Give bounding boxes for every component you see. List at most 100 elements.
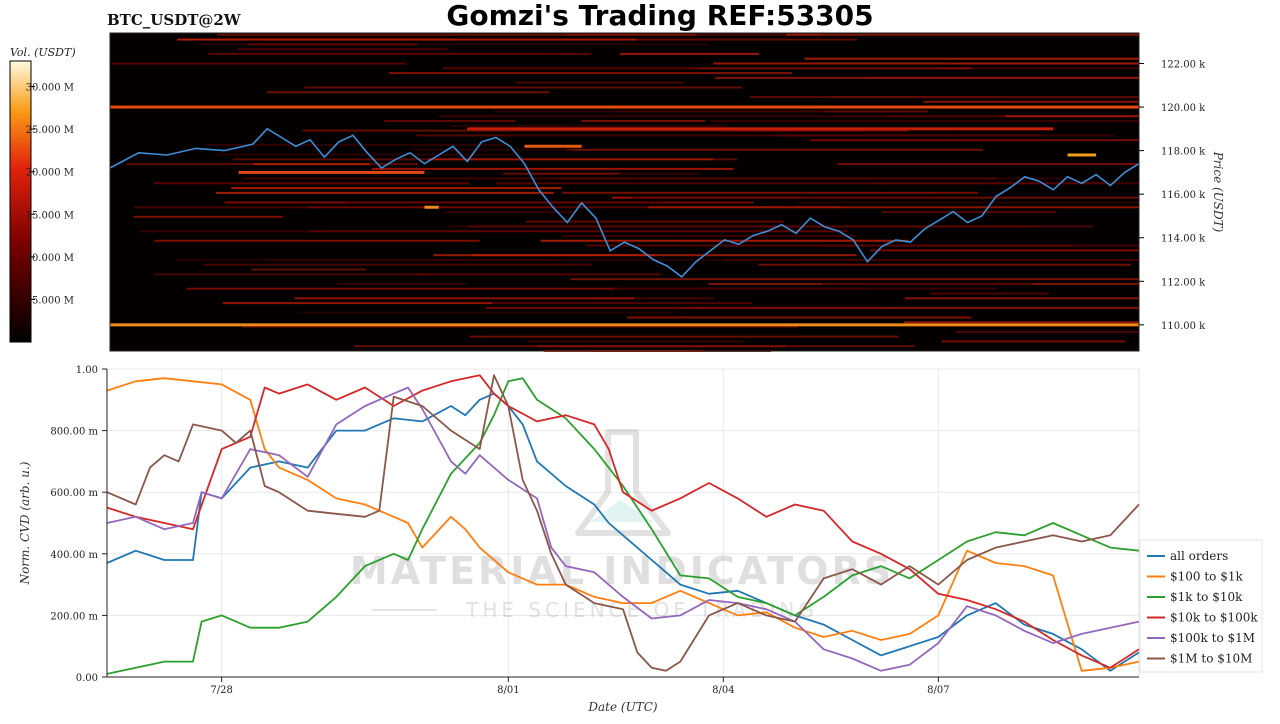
colorbar-tick-label: 25.000 M [26,125,74,136]
liquidity-band [869,249,1139,252]
liquidity-band [871,182,1139,185]
liquidity-band [469,335,899,338]
cvd-y-axis-label: Norm. CVD (arb. u.) [18,461,32,585]
liquidity-band [941,340,1126,343]
legend-label: $10k to $100k [1170,611,1258,625]
liquidity-wall [467,127,1054,131]
cvd-x-axis-label: Date (UTC) [587,700,657,714]
colorbar: Vol. (USDT) 30.000 M 25.000 M 20.000 M 15.0… [9,46,76,343]
liquidity-band [648,206,1139,209]
liquidity-band [632,196,938,199]
liquidity-band [562,234,857,237]
liquidity-wall [238,170,425,174]
order-book-heatmap: 122.00 k 120.00 k 118.00 k 116.00 k 114.00 k… [109,32,1225,352]
liquidity-band [438,115,1006,118]
liquidity-band [486,302,752,305]
liquidity-band [904,297,1139,300]
liquidity-band [822,282,1033,285]
liquidity-band [955,330,1139,333]
liquidity-band [674,239,878,242]
liquidity-band [140,230,477,233]
liquidity-band [503,172,620,175]
price-line [109,127,1140,278]
price-tick-label: 114.00 k [1161,234,1206,245]
liquidity-band [627,316,972,319]
liquidity-band [414,273,661,276]
liquidity-band [923,100,1139,103]
heatmap-y-axis-label: Price (USDT) [1211,151,1225,233]
watermark-brand: MATERIAL INDICATORS [350,549,894,593]
colorbar-tick-label: 10.000 M [26,253,74,264]
liquidity-band [450,124,728,127]
legend: all orders $100 to $1k $1k to $10k $10k to … [1139,539,1263,673]
x-tick-label: 8/07 [927,685,949,696]
liquidity-band [389,72,793,75]
liquidity-band [713,62,1139,65]
liquidity-band [886,115,1139,118]
liquidity-band [237,48,448,51]
liquidity-band [798,201,1139,204]
liquidity-band [734,129,908,132]
price-tick-label: 120.00 k [1161,103,1206,114]
liquidity-band [471,254,655,257]
symbol-label: BTC_USDT@2W [107,11,242,29]
watermark: MATERIAL INDICATORS THE SCIENCE OF TRADI… [350,429,894,622]
cvd-plot-area [106,368,1140,678]
price-tick-label: 110.00 k [1161,321,1206,332]
liquidity-band [269,258,558,261]
series-line-5 [106,374,1140,672]
liquidity-band [217,33,696,36]
series-line-4 [106,386,1140,672]
liquidity-band [527,340,743,343]
liquidity-band [371,167,734,170]
liquidity-wall [424,205,439,209]
legend-box [1139,539,1263,673]
liquidity-band [570,278,1139,281]
liquidity-band [940,67,1139,70]
x-tick-label: 7/28 [210,685,232,696]
liquidity-band [199,43,708,46]
y-tick-label: 1.00 [76,365,98,376]
liquidity-band [881,211,1057,214]
liquidity-band [581,119,706,122]
colorbar-tick-label: 20.000 M [26,168,74,179]
legend-label: all orders [1170,549,1228,563]
liquidity-band [537,345,787,348]
liquidity-band [485,306,884,309]
y-tick-label: 400.00 m [50,550,98,561]
liquidity-band [837,163,1139,166]
liquidity-band [585,297,714,300]
liquidity-band [804,57,1139,60]
liquidity-band [232,158,737,161]
liquidity-band [154,239,480,242]
liquidity-band [186,287,868,290]
liquidity-band [126,163,418,166]
liquidity-band [336,282,466,285]
liquidity-band [786,33,1139,36]
price-tick-label: 116.00 k [1161,190,1206,201]
liquidity-band [231,187,562,190]
liquidity-band [562,191,978,194]
liquidity-band [241,326,798,329]
cvd-line-chart: MATERIAL INDICATORS THE SCIENCE OF TRADI… [18,365,1140,714]
liquidity-band [304,86,743,89]
liquidity-band [294,297,634,300]
flask-liquid-icon [590,500,654,522]
x-tick-label: 8/04 [712,685,734,696]
colorbar-gradient [9,60,32,343]
y-tick-label: 800.00 m [50,427,98,438]
legend-label: $1M to $10M [1170,652,1252,666]
price-tick-label: 118.00 k [1161,147,1206,158]
liquidity-band [251,268,366,271]
colorbar-tick-label: 30.000 M [26,83,74,94]
colorbar-tick-label: 5.000 M [32,295,74,306]
liquidity-band [244,177,635,180]
liquidity-band [177,38,637,41]
price-tick-label: 112.00 k [1161,277,1206,288]
liquidity-band [557,177,998,180]
flask-icon [575,429,671,536]
liquidity-band [111,62,407,65]
heatmap-frame [109,32,1140,352]
liquidity-band [904,321,1139,324]
